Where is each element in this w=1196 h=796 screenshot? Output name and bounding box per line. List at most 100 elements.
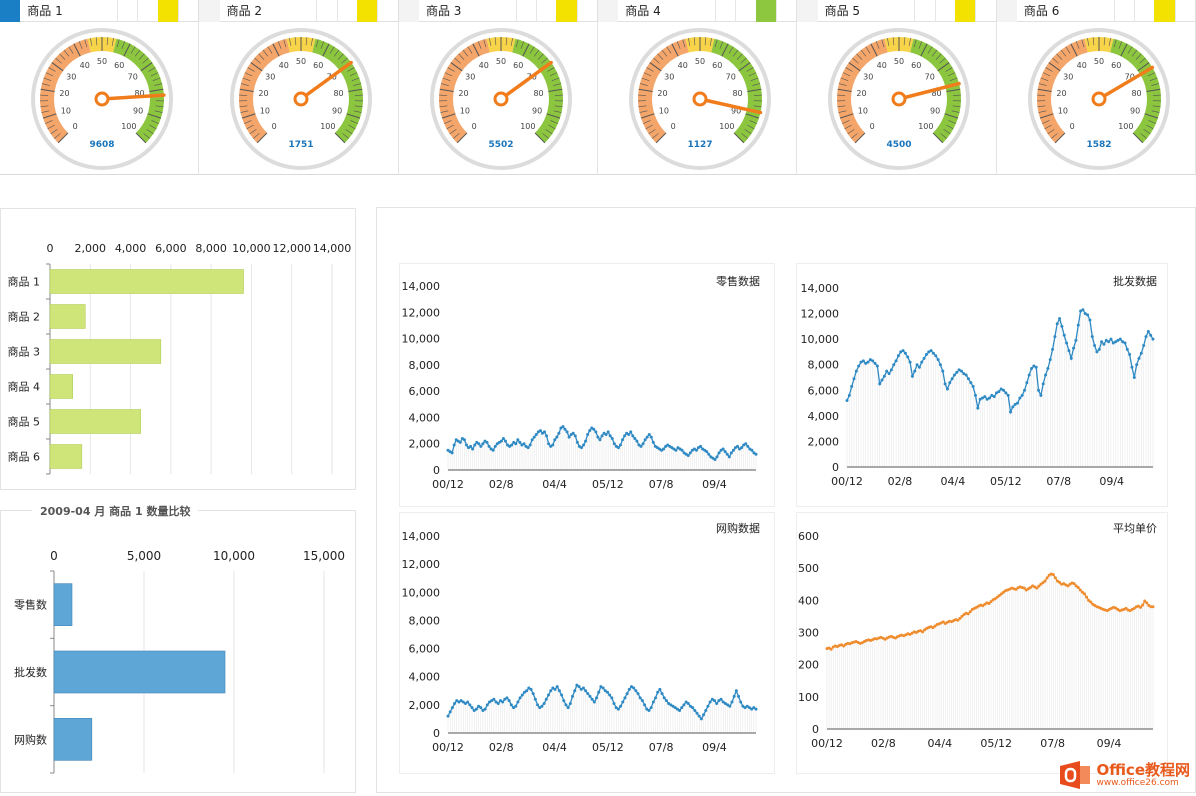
chart-title: 网购数据	[716, 521, 760, 535]
data-point	[1039, 394, 1042, 397]
data-point	[572, 432, 575, 435]
data-point	[648, 433, 651, 436]
tab-cell	[316, 0, 336, 22]
y-tick-label: 14,000	[402, 530, 441, 543]
data-point	[1100, 340, 1103, 343]
gauge-tick-label: 10	[659, 107, 669, 116]
data-point	[545, 434, 548, 437]
x-tick-label: 00/12	[432, 741, 464, 754]
data-point	[479, 445, 482, 448]
data-point	[484, 708, 487, 711]
product-tab-3[interactable]: 商品 3	[399, 0, 598, 22]
x-tick-label: 8,000	[195, 242, 227, 255]
data-point	[514, 442, 517, 445]
y-tick-label: 500	[798, 562, 819, 575]
data-point	[883, 375, 886, 378]
data-point	[746, 445, 749, 448]
x-tick-label: 02/8	[888, 475, 913, 488]
y-tick-label: 0	[832, 461, 839, 474]
tab-cell	[776, 0, 796, 22]
gauge-tick-label: 10	[858, 107, 868, 116]
gauge-tick-label: 90	[332, 107, 342, 116]
data-point	[857, 364, 860, 367]
data-point	[595, 696, 598, 699]
data-point	[571, 695, 574, 698]
product-tab-2[interactable]: 商品 2	[199, 0, 398, 22]
y-tick-label: 200	[798, 659, 819, 672]
data-point	[623, 434, 626, 437]
data-point	[1130, 366, 1133, 369]
data-point	[1085, 596, 1088, 599]
gauge-readout: 1751	[289, 140, 314, 150]
data-point	[696, 712, 699, 715]
data-point	[728, 705, 731, 708]
data-point	[481, 442, 484, 445]
data-point	[1021, 394, 1024, 397]
x-tick-label: 4,000	[115, 242, 147, 255]
data-point	[720, 698, 723, 701]
gauge-tick-label: 70	[925, 73, 935, 82]
data-point	[1070, 357, 1073, 360]
product-tab-6[interactable]: 商品 6	[997, 0, 1196, 22]
data-point	[650, 706, 653, 709]
data-point	[1067, 349, 1070, 352]
product-tab-1[interactable]: 商品 1	[0, 0, 199, 22]
gauge-tick-label: 40	[279, 61, 289, 70]
data-point	[1123, 341, 1126, 344]
data-point	[906, 356, 909, 359]
tab-label: 商品 6	[1017, 0, 1114, 21]
x-tick-label: 02/8	[871, 737, 896, 750]
data-point	[665, 699, 668, 702]
x-tick-label: 02/8	[489, 478, 514, 491]
data-point	[965, 373, 968, 376]
gauge-tick-label: 60	[513, 61, 523, 70]
x-tick-label: 5,000	[127, 549, 161, 563]
data-point	[540, 705, 543, 708]
bar	[50, 305, 85, 329]
bar	[54, 651, 225, 693]
data-point	[682, 703, 685, 706]
data-point	[532, 692, 535, 695]
data-point	[594, 430, 597, 433]
y-tick-label: 0	[433, 727, 440, 740]
product-tab-5[interactable]: 商品 5	[797, 0, 996, 22]
gauge-tick-label: 60	[313, 61, 323, 70]
data-point	[628, 688, 631, 691]
data-point	[609, 434, 612, 437]
gauge-tick-label: 90	[532, 107, 542, 116]
data-point	[554, 688, 557, 691]
x-tick-label: 05/12	[592, 741, 624, 754]
data-point	[1086, 313, 1089, 316]
x-tick-label: 0	[47, 242, 54, 255]
tab-cell	[178, 0, 198, 22]
tab-cell	[735, 0, 755, 22]
site-logo[interactable]: Office教程网 www.office26.com	[1058, 760, 1190, 790]
data-point	[1077, 586, 1080, 589]
x-tick-label: 04/4	[941, 475, 966, 488]
data-point	[937, 358, 940, 361]
data-point	[871, 359, 874, 362]
y-tick-label: 2,000	[409, 438, 441, 451]
data-point	[1098, 348, 1101, 351]
data-point	[960, 370, 963, 373]
gauge-tick-label: 30	[66, 73, 76, 82]
data-point	[755, 453, 758, 456]
data-point	[687, 454, 690, 457]
tab-label: 商品 3	[419, 0, 516, 21]
data-point	[561, 425, 564, 428]
data-point	[510, 444, 513, 447]
data-point	[453, 444, 456, 447]
data-point	[881, 379, 884, 382]
tab-cell	[1114, 0, 1134, 22]
y-tick-label: 2,000	[409, 699, 441, 712]
data-point	[969, 610, 972, 613]
product-tab-4[interactable]: 商品 4	[598, 0, 797, 22]
data-point	[698, 715, 701, 718]
data-point	[939, 363, 942, 366]
data-point	[551, 444, 554, 447]
